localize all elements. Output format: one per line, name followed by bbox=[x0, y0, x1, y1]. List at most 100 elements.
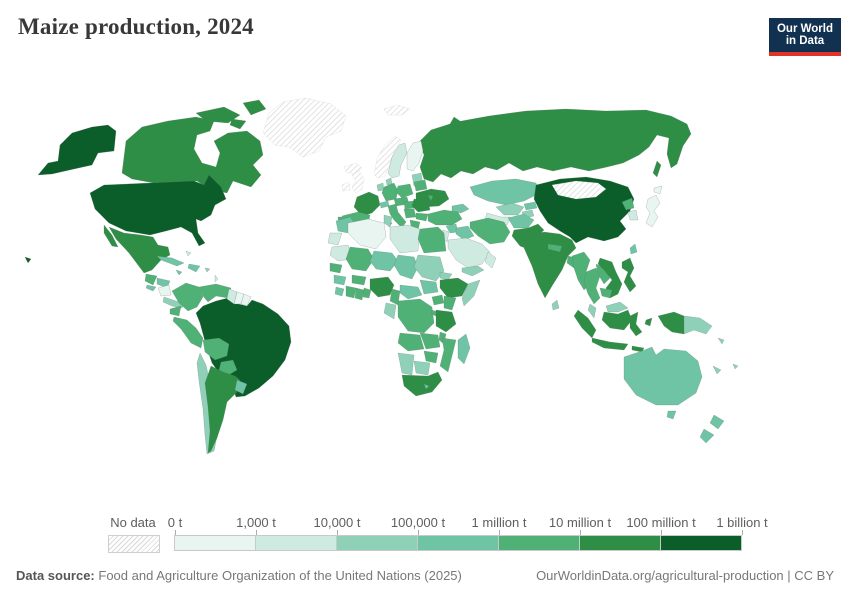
country-canada-arctic-1[interactable] bbox=[195, 106, 241, 124]
country-taiwan[interactable] bbox=[629, 243, 638, 255]
country-botswana[interactable] bbox=[413, 360, 431, 376]
country-costa-rica-panama[interactable] bbox=[162, 296, 185, 309]
country-thailand[interactable] bbox=[583, 267, 601, 305]
country-guinea[interactable] bbox=[333, 274, 347, 286]
country-united-states-alaska[interactable] bbox=[37, 124, 117, 176]
country-chad[interactable] bbox=[393, 254, 419, 280]
country-venezuela[interactable] bbox=[198, 283, 232, 303]
country-french-guiana[interactable] bbox=[240, 293, 252, 307]
country-kenya[interactable] bbox=[443, 295, 457, 311]
country-tunisia[interactable] bbox=[383, 214, 393, 228]
country-ivory-coast[interactable] bbox=[345, 285, 357, 299]
country-guatemala[interactable] bbox=[144, 273, 158, 286]
legend-bin-swatch[interactable] bbox=[417, 535, 499, 551]
legend-bin-swatch[interactable] bbox=[498, 535, 580, 551]
country-niger[interactable] bbox=[369, 250, 399, 272]
country-uruguay[interactable] bbox=[234, 379, 248, 395]
country-kyrgyzstan[interactable] bbox=[523, 201, 538, 211]
legend-bin-swatch[interactable] bbox=[336, 535, 418, 551]
country-senegal[interactable] bbox=[329, 262, 343, 274]
country-north-korea[interactable] bbox=[621, 197, 635, 211]
country-japan-hokkaido[interactable] bbox=[653, 185, 663, 195]
legend-bin-swatch[interactable] bbox=[660, 535, 742, 551]
country-iceland[interactable] bbox=[343, 162, 363, 175]
country-ecuador[interactable] bbox=[169, 305, 182, 317]
country-indonesia-moluccas[interactable] bbox=[644, 317, 653, 327]
country-mongolia[interactable] bbox=[551, 180, 607, 200]
country-malaysia[interactable] bbox=[587, 303, 597, 319]
country-nigeria[interactable] bbox=[369, 276, 395, 298]
country-fiji[interactable] bbox=[732, 363, 739, 370]
country-australia-tasmania[interactable] bbox=[666, 410, 677, 420]
country-switzerland[interactable] bbox=[379, 200, 390, 209]
country-russia-sakhalin[interactable] bbox=[652, 160, 662, 178]
country-russia-novaya-zemlya[interactable] bbox=[445, 116, 461, 136]
legend-bin-swatch[interactable] bbox=[255, 535, 337, 551]
country-togo-benin[interactable] bbox=[362, 287, 372, 299]
country-indonesia-sulawesi[interactable] bbox=[629, 311, 643, 337]
country-bolivia[interactable] bbox=[202, 337, 230, 361]
country-ethiopia[interactable] bbox=[439, 277, 469, 299]
country-central-african-republic[interactable] bbox=[399, 284, 423, 300]
country-el-salvador[interactable] bbox=[145, 284, 157, 292]
country-uzbekistan[interactable] bbox=[495, 202, 525, 216]
country-yemen[interactable] bbox=[461, 265, 485, 277]
country-italy[interactable] bbox=[387, 203, 407, 229]
country-caucasus[interactable] bbox=[451, 203, 470, 214]
country-new-caledonia[interactable] bbox=[712, 365, 722, 375]
country-gabon-congo[interactable] bbox=[383, 302, 397, 320]
legend-bin-swatch[interactable] bbox=[579, 535, 661, 551]
country-jamaica[interactable] bbox=[175, 269, 183, 276]
country-hispaniola[interactable] bbox=[187, 263, 201, 273]
country-indonesia-borneo[interactable] bbox=[601, 309, 633, 331]
country-madagascar[interactable] bbox=[457, 333, 471, 365]
country-united-kingdom[interactable] bbox=[351, 170, 365, 194]
country-tanzania[interactable] bbox=[435, 309, 457, 333]
country-france[interactable] bbox=[353, 191, 381, 217]
country-zambia[interactable] bbox=[419, 332, 441, 350]
country-russia[interactable] bbox=[418, 108, 692, 183]
country-libya[interactable] bbox=[389, 224, 421, 254]
country-oman[interactable] bbox=[484, 251, 497, 269]
country-iraq[interactable] bbox=[455, 225, 475, 241]
country-canada-arctic-2[interactable] bbox=[242, 99, 267, 116]
country-germany[interactable] bbox=[381, 182, 399, 202]
country-balkans[interactable] bbox=[403, 208, 417, 219]
country-mexico-baja[interactable] bbox=[103, 224, 119, 248]
country-colombia[interactable] bbox=[171, 282, 204, 312]
country-western-sahara[interactable] bbox=[327, 232, 343, 246]
country-indonesia-papua[interactable] bbox=[657, 311, 685, 335]
country-kazakhstan[interactable] bbox=[469, 178, 541, 206]
country-south-africa[interactable] bbox=[401, 371, 443, 397]
country-united-states[interactable] bbox=[89, 174, 227, 247]
country-belarus[interactable] bbox=[413, 179, 428, 192]
country-afghanistan[interactable] bbox=[507, 213, 535, 229]
country-new-zealand-south[interactable] bbox=[699, 428, 715, 444]
country-iran[interactable] bbox=[469, 217, 511, 245]
country-poland[interactable] bbox=[395, 183, 414, 199]
country-indonesia-java[interactable] bbox=[591, 337, 629, 351]
country-puerto-rico[interactable] bbox=[204, 267, 211, 273]
country-ireland[interactable] bbox=[341, 181, 351, 192]
country-united-states-hawaii[interactable] bbox=[24, 256, 32, 264]
country-bulgaria[interactable] bbox=[415, 212, 429, 222]
country-mozambique[interactable] bbox=[439, 337, 457, 373]
country-algeria[interactable] bbox=[347, 218, 387, 250]
country-lesotho[interactable] bbox=[423, 383, 430, 390]
owid-logo[interactable]: Our World in Data bbox=[769, 18, 841, 56]
country-mexico[interactable] bbox=[108, 226, 171, 274]
country-drc[interactable] bbox=[397, 298, 435, 334]
country-turkey[interactable] bbox=[427, 209, 463, 226]
country-papua-new-guinea[interactable] bbox=[683, 315, 713, 335]
country-saudi-arabia[interactable] bbox=[447, 237, 491, 269]
country-nicaragua[interactable] bbox=[157, 284, 172, 297]
country-mali[interactable] bbox=[345, 246, 375, 272]
country-solomon-islands[interactable] bbox=[717, 337, 725, 345]
country-finland[interactable] bbox=[406, 140, 424, 172]
country-india[interactable] bbox=[523, 231, 577, 299]
country-uganda[interactable] bbox=[431, 294, 445, 306]
country-denmark[interactable] bbox=[385, 177, 393, 186]
country-egypt[interactable] bbox=[417, 226, 447, 254]
country-cambodia[interactable] bbox=[599, 287, 613, 299]
country-australia[interactable] bbox=[623, 346, 703, 406]
